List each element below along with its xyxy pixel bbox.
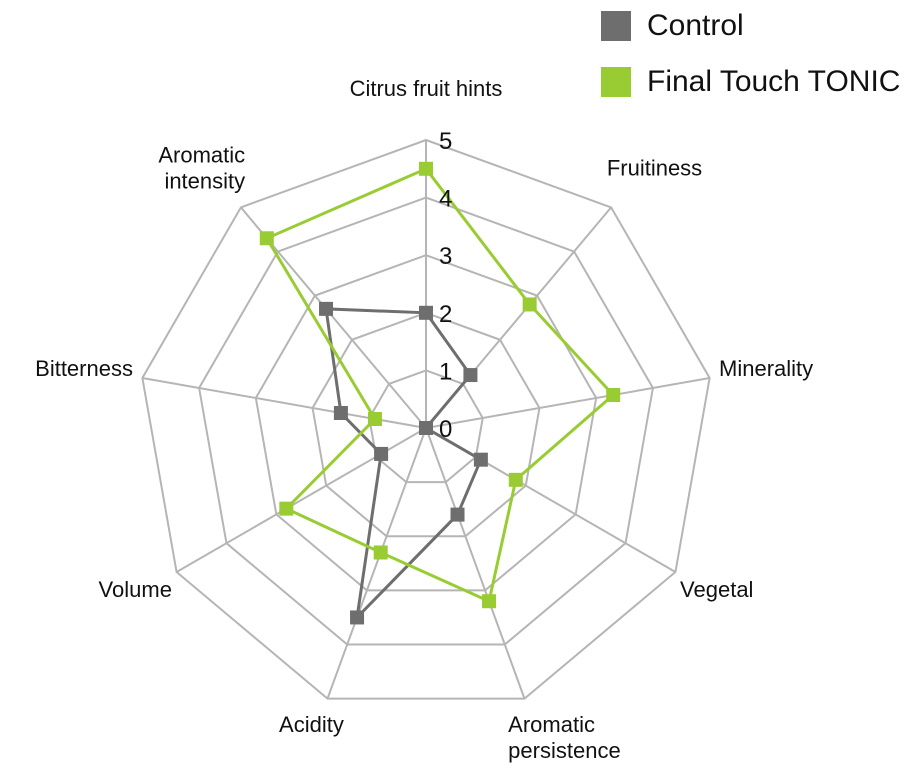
axis-label-aromatic-persistence: Aromatic persistence	[508, 712, 621, 763]
axis-label-line: Citrus fruit hints	[350, 76, 503, 101]
point-control-bitterness	[333, 405, 348, 420]
point-final-touch-tonic-citrus-fruit-hints	[419, 161, 433, 176]
point-control-minerality	[419, 421, 433, 435]
point-control-vegetal	[473, 452, 488, 467]
point-final-touch-tonic-volume	[279, 501, 294, 516]
point-control-aromatic-persistence	[450, 507, 465, 522]
axis-label-line: Minerality	[719, 356, 813, 381]
point-final-touch-tonic-minerality	[606, 387, 621, 402]
radar-series	[259, 161, 621, 625]
point-final-touch-tonic-aromatic-intensity	[259, 231, 274, 246]
point-control-aromatic-intensity	[319, 301, 334, 316]
axis-label-line: Vegetal	[680, 577, 753, 602]
axis-label-bitterness: Bitterness	[35, 356, 133, 381]
grid-ring-3	[254, 254, 598, 592]
point-final-touch-tonic-aromatic-persistence	[482, 594, 497, 609]
grid-ring-1	[368, 369, 484, 484]
axis-label-vegetal: Vegetal	[680, 577, 753, 602]
point-control-fruitiness	[463, 368, 478, 383]
axis-label-minerality: Minerality	[719, 356, 813, 381]
grid-ring-5	[141, 138, 711, 700]
grid-ring-4	[198, 196, 654, 646]
series-line-control	[324, 307, 483, 622]
radar-tick-labels: 0 1 2 3 4 5	[439, 128, 452, 443]
axis-label-citrus-fruit-hints: Citrus fruit hints	[350, 76, 503, 101]
axis-label-line: Acidity	[279, 712, 344, 737]
axis-label-line: intensity	[164, 169, 245, 194]
tick-label-3: 3	[439, 243, 452, 270]
radar-axis-labels: Citrus fruit hints Fruitiness Minerality Ve…	[35, 76, 813, 763]
point-control-volume	[374, 446, 389, 461]
grid-spoke-aromatic-persistence	[425, 427, 526, 699]
point-final-touch-tonic-acidity	[373, 545, 388, 560]
axis-label-acidity: Acidity	[279, 712, 344, 737]
legend-swatch-final-touch-tonic	[601, 67, 631, 97]
point-final-touch-tonic-bitterness	[367, 411, 382, 426]
legend-item-control: Control	[601, 8, 900, 44]
axis-label-line: Volume	[99, 577, 172, 602]
axis-label-line: Bitterness	[35, 356, 133, 381]
legend-label-control: Control	[647, 9, 744, 42]
point-control-citrus-fruit-hints	[419, 305, 433, 320]
grid-spoke-minerality	[425, 377, 710, 429]
legend-label-final-touch-tonic: Final Touch TONIC	[647, 65, 901, 98]
axis-label-volume: Volume	[99, 577, 172, 602]
grid-ring-2	[311, 311, 541, 538]
axis-label-fruitiness: Fruitiness	[607, 156, 702, 181]
radar-grid	[141, 138, 711, 700]
tick-label-1: 1	[439, 358, 452, 385]
axis-label-line: Fruitiness	[607, 156, 702, 181]
series-line-final-touch-tonic	[264, 166, 616, 604]
axis-label-aromatic-intensity: Aromatic intensity	[158, 143, 245, 194]
point-control-acidity	[350, 610, 365, 625]
tick-label-0: 0	[439, 416, 452, 443]
axis-label-line: Aromatic	[508, 712, 595, 737]
tick-label-4: 4	[439, 186, 452, 213]
axis-label-line: persistence	[508, 738, 621, 763]
point-final-touch-tonic-fruitiness	[522, 297, 537, 312]
grid-spoke-bitterness	[142, 377, 427, 429]
legend: Control Final Touch TONIC	[601, 8, 900, 120]
grid-spoke-volume	[176, 427, 427, 573]
tick-label-2: 2	[439, 301, 452, 328]
tick-label-5: 5	[439, 128, 452, 155]
legend-item-final-touch-tonic: Final Touch TONIC	[601, 64, 900, 100]
legend-swatch-control	[601, 11, 631, 41]
axis-label-line: Aromatic	[158, 143, 245, 168]
point-final-touch-tonic-vegetal	[508, 472, 523, 487]
grid-spoke-acidity	[326, 427, 427, 699]
